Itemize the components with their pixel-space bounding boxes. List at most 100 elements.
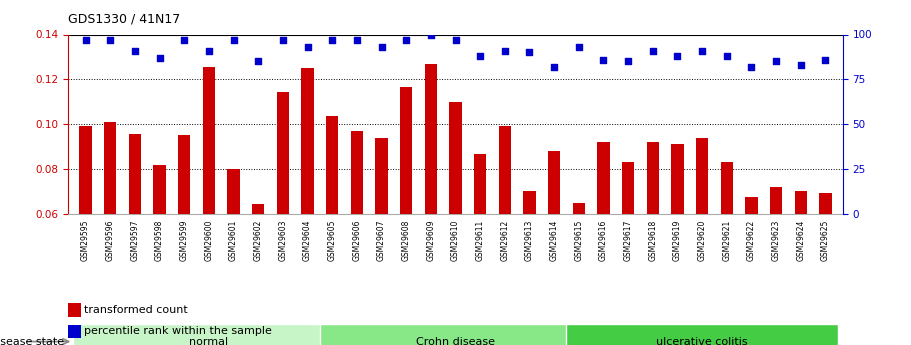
Point (473, 53, 487, 59)
Bar (425, 64, 437, 214)
Point (448, 37, 463, 43)
Text: GSM29624: GSM29624 (796, 219, 805, 261)
Text: GSM29621: GSM29621 (722, 219, 732, 261)
Text: GSM29617: GSM29617 (624, 219, 632, 261)
Bar (819, 193, 832, 214)
Bar (68, 325, 81, 338)
Text: GSM29619: GSM29619 (673, 219, 682, 261)
Bar (449, 102, 462, 214)
Bar (252, 204, 264, 214)
Text: GSM29615: GSM29615 (574, 219, 583, 261)
Text: GSM29607: GSM29607 (377, 219, 386, 261)
Text: GSM29601: GSM29601 (229, 219, 238, 261)
Bar (647, 142, 659, 214)
Point (497, 48, 512, 53)
Point (226, 37, 241, 43)
Point (301, 44, 315, 50)
Point (818, 57, 833, 62)
Text: GSM29625: GSM29625 (821, 219, 830, 261)
Point (201, 48, 216, 53)
Point (547, 64, 561, 70)
Text: GSM29595: GSM29595 (81, 219, 90, 261)
Bar (228, 169, 240, 214)
Bar (745, 197, 758, 214)
Text: ulcerative colitis: ulcerative colitis (656, 337, 748, 345)
Text: GSM29602: GSM29602 (253, 219, 262, 261)
Bar (498, 127, 511, 214)
Point (152, 55, 167, 61)
Bar (320, 324, 591, 345)
Text: GSM29598: GSM29598 (155, 219, 164, 261)
Text: GSM29616: GSM29616 (599, 219, 608, 261)
Text: GSM29608: GSM29608 (402, 219, 411, 261)
Text: GDS1330 / 41N17: GDS1330 / 41N17 (68, 13, 180, 26)
Point (744, 64, 759, 70)
Text: GSM29599: GSM29599 (179, 219, 189, 261)
Point (620, 59, 635, 64)
Bar (567, 324, 838, 345)
Bar (794, 191, 807, 214)
Text: GSM29605: GSM29605 (328, 219, 337, 261)
Text: transformed count: transformed count (85, 305, 188, 315)
Bar (277, 92, 289, 214)
Bar (622, 162, 634, 214)
Text: GSM29610: GSM29610 (451, 219, 460, 261)
Bar (203, 67, 215, 214)
Point (646, 48, 660, 53)
Point (424, 32, 438, 37)
Text: GSM29613: GSM29613 (525, 219, 534, 261)
Point (670, 53, 685, 59)
Text: disease state: disease state (0, 337, 64, 345)
Point (571, 44, 586, 50)
Text: GSM29612: GSM29612 (500, 219, 509, 261)
Bar (73, 324, 344, 345)
Bar (178, 136, 190, 214)
Text: GSM29609: GSM29609 (426, 219, 435, 261)
Point (177, 37, 191, 43)
Text: Crohn disease: Crohn disease (416, 337, 495, 345)
Bar (671, 145, 683, 214)
Point (793, 62, 808, 68)
Text: GSM29622: GSM29622 (747, 219, 756, 261)
Bar (302, 68, 313, 214)
Point (350, 37, 364, 43)
Point (522, 50, 537, 55)
Bar (326, 116, 338, 214)
Bar (770, 187, 783, 214)
Point (325, 37, 340, 43)
Bar (548, 151, 560, 214)
Bar (79, 127, 92, 214)
Text: GSM29603: GSM29603 (279, 219, 287, 261)
Bar (128, 134, 141, 214)
Point (769, 59, 783, 64)
Point (399, 37, 414, 43)
Bar (474, 155, 486, 214)
Bar (573, 203, 585, 214)
Text: GSM29606: GSM29606 (353, 219, 362, 261)
Point (596, 57, 610, 62)
Bar (153, 165, 166, 214)
Point (128, 48, 142, 53)
Point (720, 53, 734, 59)
Text: percentile rank within the sample: percentile rank within the sample (85, 326, 272, 336)
Text: normal: normal (189, 337, 229, 345)
Text: GSM29614: GSM29614 (549, 219, 558, 261)
Text: GSM29600: GSM29600 (204, 219, 213, 261)
Text: GSM29597: GSM29597 (130, 219, 139, 261)
Text: GSM29620: GSM29620 (698, 219, 707, 261)
Point (78, 37, 93, 43)
Bar (351, 131, 363, 214)
Text: GSM29618: GSM29618 (649, 219, 658, 261)
Bar (104, 122, 117, 214)
Bar (375, 138, 388, 214)
Bar (523, 191, 536, 214)
Point (251, 59, 265, 64)
Point (695, 48, 710, 53)
Bar (400, 87, 413, 214)
Text: GSM29623: GSM29623 (772, 219, 781, 261)
Point (276, 37, 291, 43)
Bar (696, 138, 708, 214)
Text: GSM29604: GSM29604 (303, 219, 312, 261)
Text: GSM29596: GSM29596 (106, 219, 115, 261)
Bar (721, 162, 733, 214)
